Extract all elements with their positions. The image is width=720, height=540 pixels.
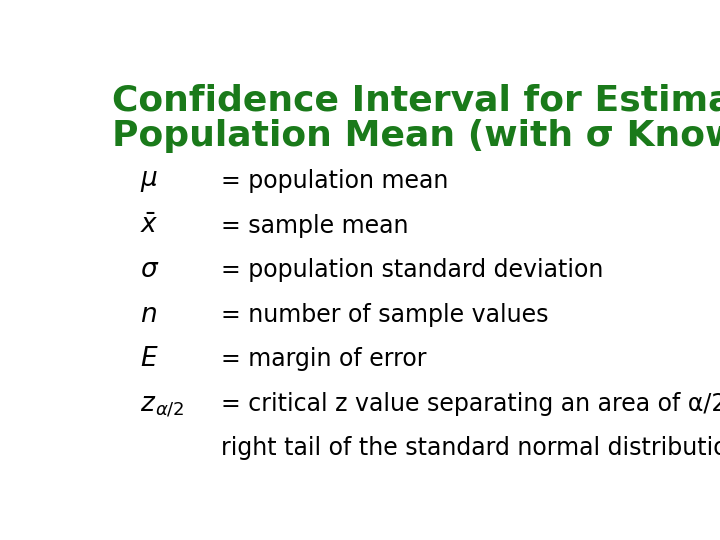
Text: = population mean: = population mean [221, 169, 449, 193]
Text: $\sigma$: $\sigma$ [140, 257, 160, 283]
Text: Population Mean (with σ Known): Population Mean (with σ Known) [112, 119, 720, 153]
Text: Confidence Interval for Estimating a: Confidence Interval for Estimating a [112, 84, 720, 118]
Text: $\alpha/2$: $\alpha/2$ [156, 401, 184, 419]
Text: = critical z value separating an area of α/2 in the: = critical z value separating an area of… [221, 392, 720, 416]
Text: $z$: $z$ [140, 390, 157, 417]
Text: $\bar{x}$: $\bar{x}$ [140, 213, 158, 239]
Text: $n$: $n$ [140, 302, 157, 328]
Text: = number of sample values: = number of sample values [221, 303, 549, 327]
Text: = margin of error: = margin of error [221, 347, 427, 371]
Text: $E$: $E$ [140, 346, 159, 372]
Text: = sample mean: = sample mean [221, 214, 409, 238]
Text: = population standard deviation: = population standard deviation [221, 258, 603, 282]
Text: right tail of the standard normal distribution: right tail of the standard normal distri… [221, 436, 720, 460]
Text: $\mu$: $\mu$ [140, 168, 158, 194]
